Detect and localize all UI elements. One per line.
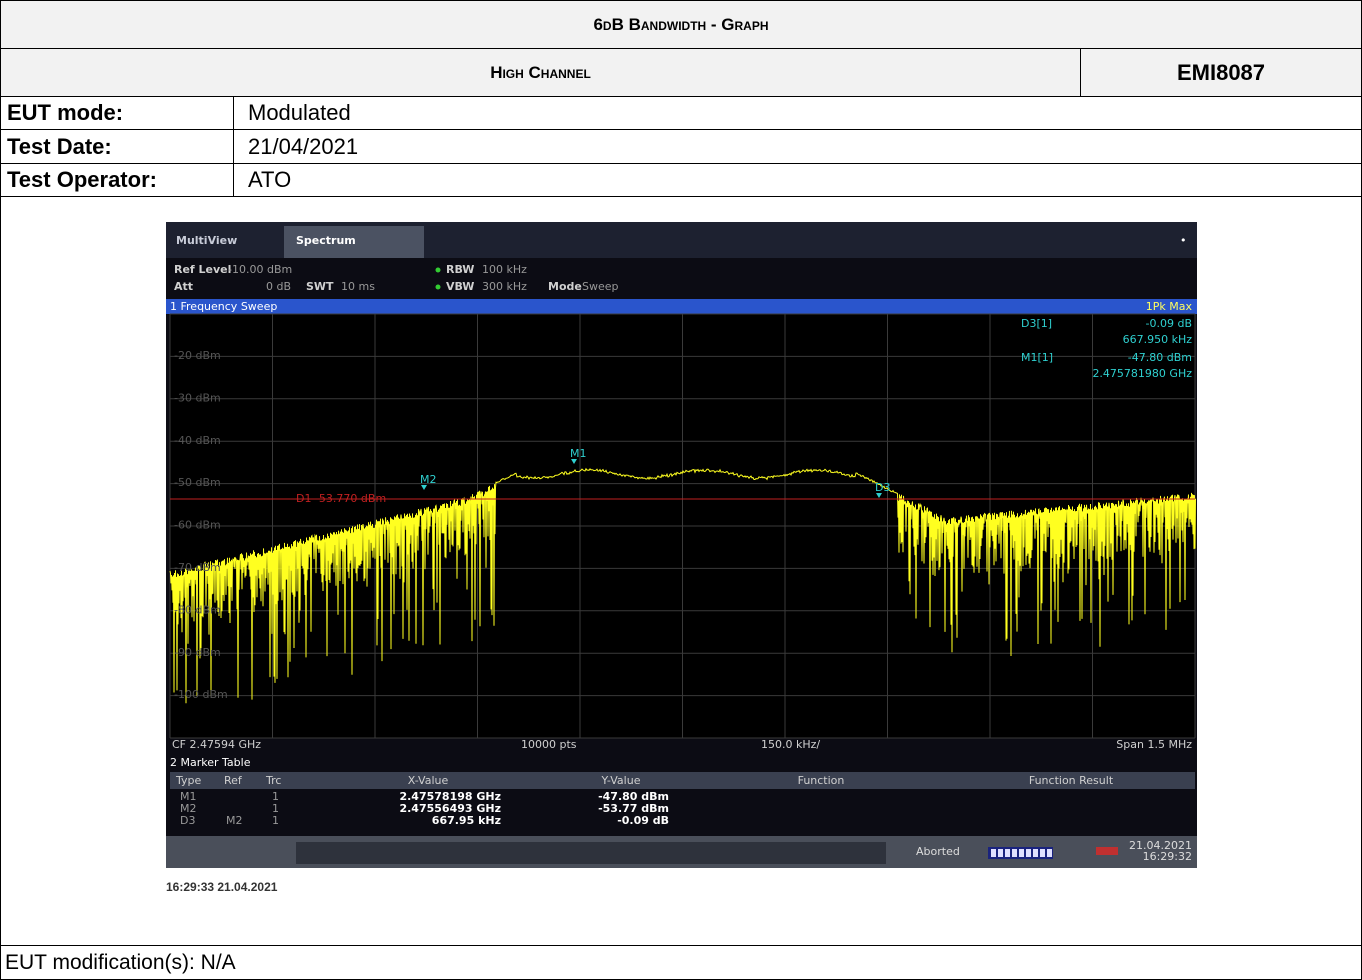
channel: High Channel [490,63,591,83]
reference-cell: EMI8087 [1080,48,1362,97]
setting-value: 0 dB [266,280,291,293]
label-cell: Test Date: [0,129,234,164]
table-header: Trc [265,774,281,787]
progress-block [1047,849,1052,857]
label: EUT mode: [7,100,123,126]
y-label: -70 dBm [174,561,221,574]
label: Test Operator: [7,167,157,193]
title-cell: 6dB Bandwidth - Graph [0,0,1362,49]
title: 6dB Bandwidth - Graph [593,15,768,35]
setting-label: Att [174,280,193,293]
window-title: 1 Frequency Sweep [170,300,277,313]
readout-value: 2.475781980 GHz [1092,367,1192,380]
table-header: Function [798,774,845,787]
footer: EUT modification(s): N/A [5,951,236,975]
trace-label: 1Pk Max [1146,300,1193,313]
table-header: Function Result [1029,774,1114,787]
value-cell: Modulated [233,96,1362,130]
setting-label: VBW [446,280,474,293]
label-cell: EUT mode: [0,96,234,130]
readout-name: M1[1] [1021,351,1053,364]
timestamp: 16:29:33 21.04.2021 [166,880,277,894]
progress-block [1005,849,1010,857]
table-cell: -0.09 dB [617,814,669,827]
marker-flag-label: M2 [420,473,437,486]
marker-flag-label: M1 [570,447,587,460]
table-header: Ref [224,774,243,787]
marker-flag-label: D3 [875,481,890,494]
readout-value: -0.09 dB [1146,317,1193,330]
y-label: -30 dBm [174,391,221,404]
display-line-label: D1 -53.770 dBm [296,492,386,505]
value: 21/04/2021 [248,134,358,160]
progress-block [1033,849,1038,857]
axis-footer: Span 1.5 MHz [1116,738,1192,751]
table-header: Type [175,774,201,787]
table-header: X-Value [408,774,449,787]
y-label: -60 dBm [174,519,221,532]
analyzer-screenshot: MultiView Spectrum • Ref Level-10.00 dBm Att… [166,222,1197,868]
dot [436,268,441,273]
y-label: -20 dBm [174,349,221,362]
footer-cell: EUT modification(s): N/A [0,945,1362,980]
progress-block [998,849,1003,857]
axis-footer: 150.0 kHz/ [761,738,820,751]
app-name: MultiView [176,234,237,247]
readout-value: -47.80 dBm [1128,351,1192,364]
status-time: 16:29:32 [1143,850,1192,863]
y-label: -50 dBm [174,476,221,489]
table-cell: 667.95 kHz [432,814,501,827]
axis-footer: CF 2.47594 GHz [172,738,261,751]
tab: Spectrum [296,234,356,247]
menu-dots: • [1180,234,1187,247]
progress-block [1012,849,1017,857]
setting-label: RBW [446,263,474,276]
label-cell: Test Operator: [0,163,234,197]
y-label: -40 dBm [174,434,221,447]
status: Aborted [916,845,960,858]
status-flag [1096,847,1118,855]
table-cell: M2 [226,814,243,827]
readout-name: D3[1] [1021,317,1052,330]
table-cell: D3 [180,814,195,827]
y-label: -90 dBm [174,646,221,659]
value: ATO [248,167,291,193]
progress-block [1026,849,1031,857]
setting-value: Sweep [582,280,619,293]
dot [436,285,441,290]
value-cell: ATO [233,163,1362,197]
table-title: 2 Marker Table [170,756,251,769]
progress-block [991,849,996,857]
setting-value: 10 ms [341,280,375,293]
setting-value: 300 kHz [482,280,527,293]
progress-block [1040,849,1045,857]
y-label: -80 dBm [174,603,221,616]
reference: EMI8087 [1177,60,1265,86]
table-header: Y-Value [601,774,641,787]
value: Modulated [248,100,351,126]
setting-value: 100 kHz [482,263,527,276]
axis-footer: 10000 pts [521,738,577,751]
setting-label: SWT [306,280,334,293]
progress-block [1019,849,1024,857]
setting-label: Mode [548,280,582,293]
setting-value: -10.00 dBm [228,263,292,276]
y-label: -100 dBm [174,688,228,701]
channel-cell: High Channel [0,48,1081,97]
setting-label: Ref Level [174,263,231,276]
readout-value: 667.950 kHz [1123,333,1193,346]
page: {"header": {"title": "6dB Bandwidth - Gr… [0,0,1362,980]
label: Test Date: [7,134,112,160]
value-cell: 21/04/2021 [233,129,1362,164]
table-cell: 1 [272,814,279,827]
